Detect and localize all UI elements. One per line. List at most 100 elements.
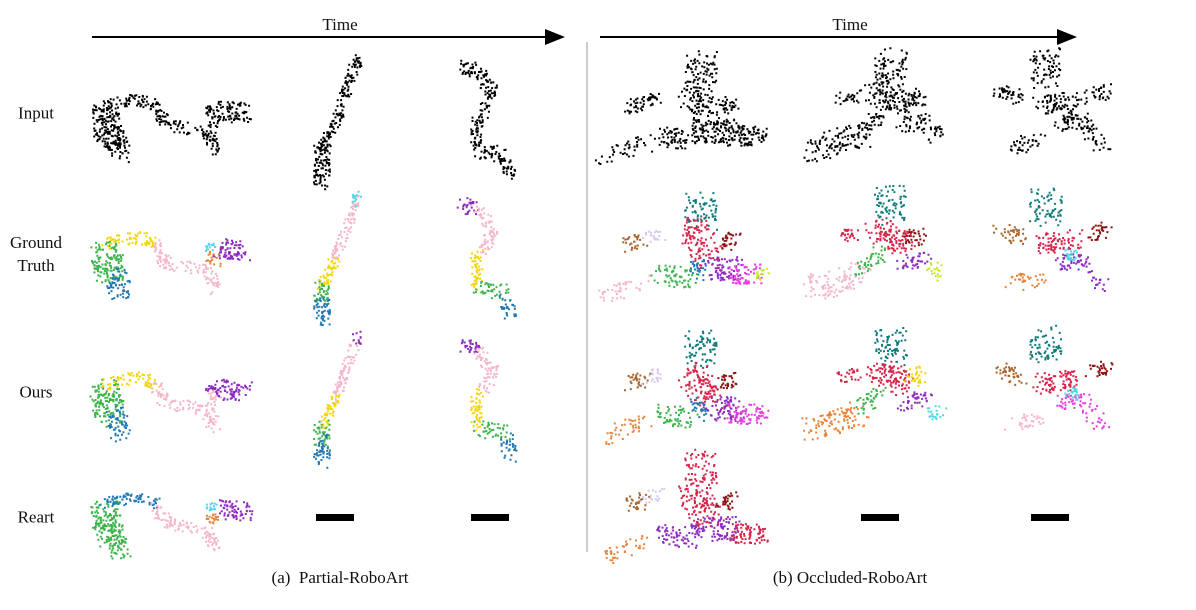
point-cloud — [852, 108, 887, 139]
point-cloud — [456, 197, 480, 216]
point-cloud — [90, 497, 125, 548]
empty-marker — [861, 514, 899, 521]
point-cloud — [472, 281, 511, 302]
point-cloud — [104, 525, 132, 560]
point-cloud — [212, 238, 251, 262]
row-label: Reart — [17, 507, 55, 527]
point-cloud — [604, 535, 649, 564]
point-cloud — [1009, 133, 1047, 155]
point-cloud — [992, 224, 1027, 245]
point-cloud — [1064, 248, 1078, 261]
point-cloud — [90, 240, 124, 286]
point-cloud — [1004, 413, 1045, 431]
point-cloud — [864, 218, 916, 255]
point-cloud — [105, 405, 131, 443]
empty-marker — [471, 514, 509, 521]
point-cloud — [1064, 387, 1080, 401]
point-cloud — [625, 492, 651, 512]
point-cloud — [89, 378, 125, 428]
point-cloud — [684, 448, 718, 490]
point-cloud — [330, 57, 362, 126]
point-cloud — [1087, 221, 1113, 241]
point-cloud — [836, 368, 862, 383]
point-cloud — [840, 228, 859, 243]
point-cloud — [755, 527, 769, 543]
point-cloud — [205, 383, 217, 392]
point-cloud — [703, 516, 741, 542]
point-cloud — [149, 108, 220, 156]
point-cloud — [689, 258, 707, 282]
caption: (a) Partial-RoboArt — [271, 568, 409, 587]
point-cloud — [598, 274, 651, 302]
row-label: Ground Truth — [10, 233, 62, 275]
point-cloud — [352, 54, 363, 67]
point-cloud — [211, 100, 252, 124]
point-cloud — [473, 420, 511, 441]
point-cloud — [205, 105, 219, 113]
point-cloud — [803, 124, 872, 163]
point-cloud — [459, 59, 480, 78]
point-cloud — [864, 80, 911, 118]
point-cloud — [1054, 253, 1110, 292]
point-cloud — [678, 479, 721, 528]
point-cloud — [498, 293, 518, 320]
time-label: Time — [322, 15, 358, 34]
point-cloud — [855, 386, 887, 415]
point-cloud — [331, 194, 360, 260]
point-cloud — [728, 263, 763, 285]
point-cloud — [995, 362, 1028, 386]
point-cloud — [715, 491, 739, 511]
point-cloud — [681, 217, 724, 270]
point-cloud — [922, 125, 944, 144]
point-cloud — [904, 87, 927, 107]
point-cloud — [473, 346, 500, 396]
empty-marker — [1031, 514, 1069, 521]
point-cloud — [205, 250, 222, 268]
point-cloud — [1029, 187, 1063, 227]
point-cloud — [755, 267, 770, 281]
point-cloud — [318, 118, 342, 152]
point-cloud — [470, 204, 499, 255]
point-cloud — [684, 191, 718, 231]
point-cloud — [150, 502, 221, 552]
point-cloud — [903, 365, 927, 387]
point-cloud — [755, 405, 770, 419]
point-cloud — [874, 184, 907, 226]
point-cloud — [101, 371, 161, 391]
point-cloud — [473, 67, 498, 119]
point-cloud — [707, 118, 741, 144]
point-cloud — [642, 92, 662, 108]
point-cloud — [624, 372, 652, 392]
point-cloud — [865, 360, 914, 396]
point-cloud — [470, 388, 484, 432]
point-cloud — [594, 134, 654, 165]
point-cloud — [106, 267, 131, 300]
point-cloud — [688, 518, 708, 539]
point-cloud — [624, 96, 652, 115]
point-cloud — [98, 492, 161, 510]
point-cloud — [320, 393, 341, 429]
point-cloud — [639, 487, 666, 504]
point-cloud — [726, 403, 766, 425]
point-cloud — [153, 239, 221, 296]
point-cloud — [717, 96, 740, 115]
point-cloud — [605, 415, 653, 446]
point-cloud — [352, 330, 362, 345]
point-cloud — [684, 50, 718, 92]
point-cloud — [895, 113, 931, 133]
point-cloud — [205, 513, 219, 525]
point-cloud — [689, 396, 709, 422]
point-cloud — [1035, 229, 1084, 255]
point-cloud — [205, 242, 217, 252]
point-cloud — [716, 371, 738, 391]
point-clouds — [89, 47, 1114, 564]
point-cloud — [1032, 92, 1087, 115]
point-cloud — [470, 109, 484, 153]
point-cloud — [104, 129, 131, 164]
point-cloud — [704, 256, 743, 282]
point-cloud — [802, 262, 872, 300]
point-cloud — [622, 234, 649, 253]
point-cloud — [499, 158, 516, 180]
